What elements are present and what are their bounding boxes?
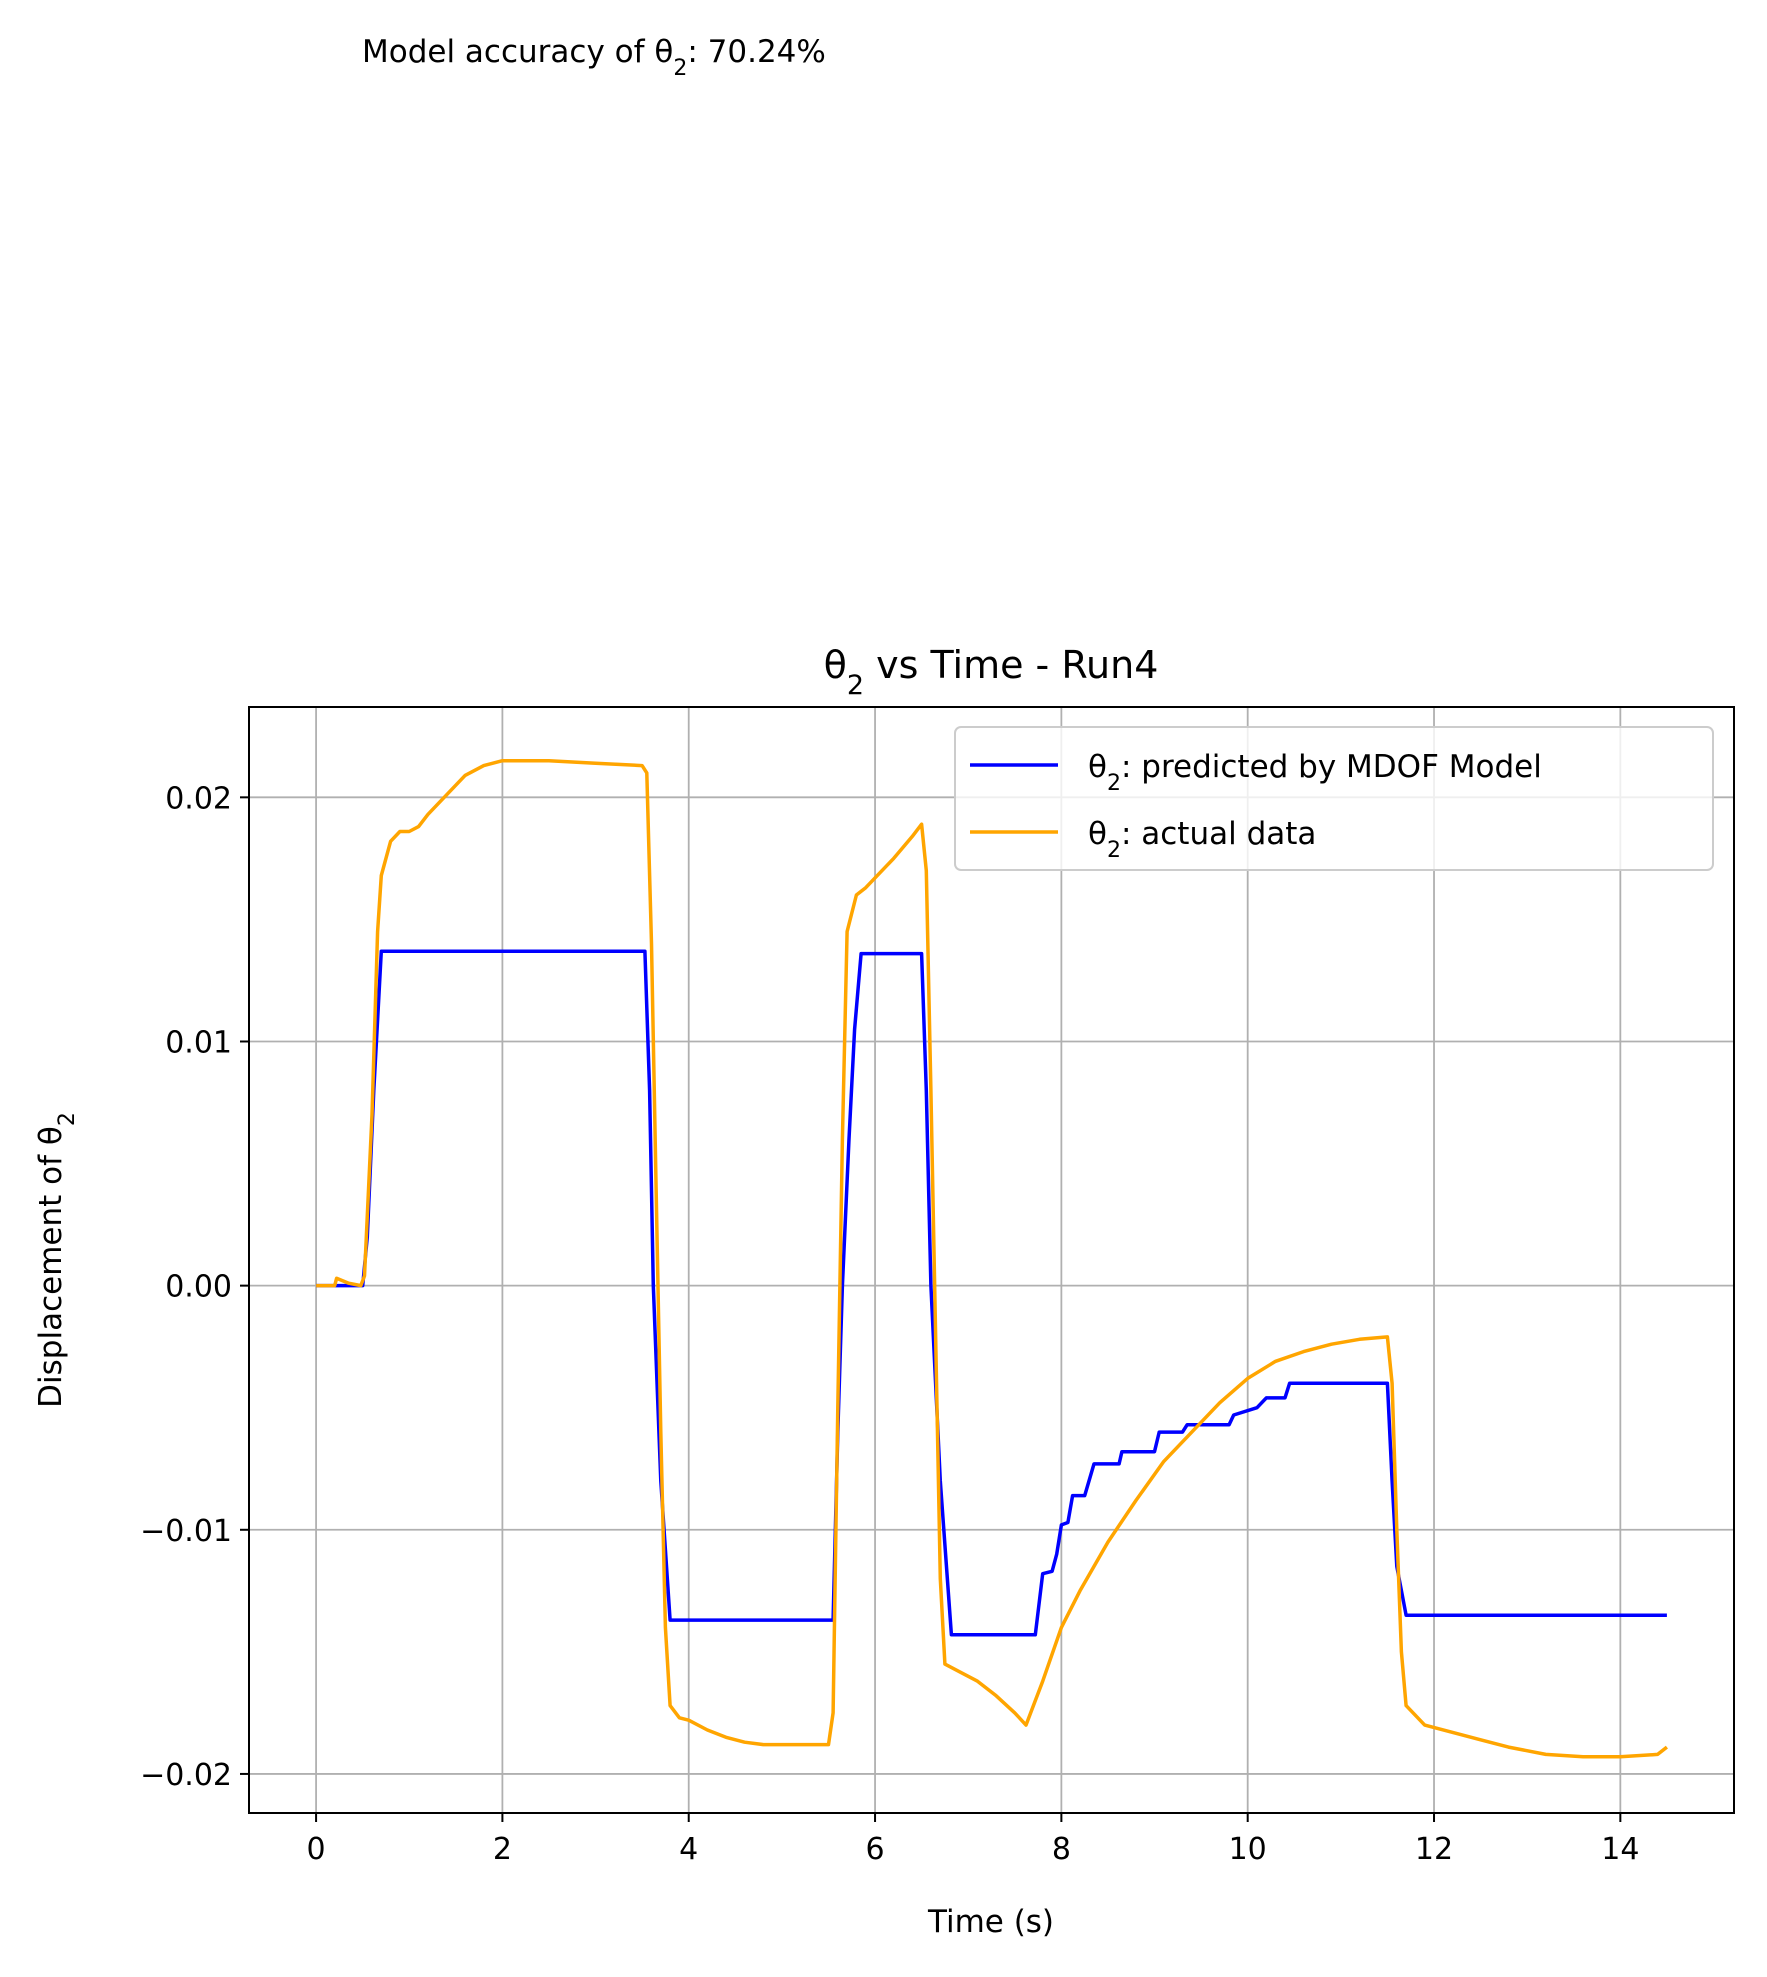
y-tick-label: 0.01 bbox=[165, 1025, 232, 1060]
grid bbox=[249, 707, 1734, 1813]
legend-box bbox=[954, 726, 1714, 871]
y-tick-label: −0.01 bbox=[140, 1514, 232, 1549]
x-tick-label: 6 bbox=[866, 1832, 885, 1867]
legend-0-sub: 2 bbox=[1107, 771, 1121, 796]
y-axis-label: Displacement of θ2 bbox=[33, 1112, 80, 1408]
legend-0-prefix: θ bbox=[1088, 749, 1107, 785]
plot-frame bbox=[248, 706, 1735, 1814]
x-tick-label: 8 bbox=[1052, 1832, 1071, 1867]
y-tick-label: −0.02 bbox=[140, 1758, 232, 1793]
legend-1-prefix: θ bbox=[1088, 816, 1107, 852]
x-tick-label: 12 bbox=[1415, 1832, 1453, 1867]
title-suffix: vs Time - Run4 bbox=[864, 643, 1158, 687]
annotation-prefix: Model accuracy of θ bbox=[362, 34, 673, 70]
predicted-series-line bbox=[316, 949, 1667, 1637]
model-accuracy-annotation: Model accuracy of θ2: 70.24% bbox=[362, 34, 826, 81]
legend-1-sub: 2 bbox=[1107, 838, 1121, 863]
title-prefix: θ bbox=[824, 643, 847, 687]
legend-label-actual: θ2: actual data bbox=[1088, 816, 1316, 863]
legend-label-predicted: θ2: predicted by MDOF Model bbox=[1088, 749, 1542, 796]
x-axis-label: Time (s) bbox=[927, 1904, 1054, 1940]
y-tick-label: 0.00 bbox=[165, 1270, 232, 1305]
ylabel-prefix: Displacement of θ bbox=[33, 1126, 69, 1408]
axis-ticks: 0 2 4 6 8 10 12 14 −0.02 −0.01 0.00 0.01 0.02 bbox=[140, 781, 1639, 1867]
annotation-suffix: : 70.24% bbox=[687, 34, 826, 70]
x-tick-label: 0 bbox=[307, 1832, 326, 1867]
series-lines bbox=[316, 758, 1668, 1759]
annotation-sub: 2 bbox=[673, 56, 687, 81]
legend-0-suffix: : predicted by MDOF Model bbox=[1121, 749, 1542, 785]
x-tick-label: 14 bbox=[1601, 1832, 1639, 1867]
y-tick-label: 0.02 bbox=[165, 781, 232, 816]
ylabel-sub: 2 bbox=[55, 1112, 80, 1126]
x-tick-label: 2 bbox=[493, 1832, 512, 1867]
actual-series-line bbox=[316, 758, 1668, 1759]
chart-title: θ2 vs Time - Run4 bbox=[824, 643, 1159, 701]
legend-1-suffix: : actual data bbox=[1121, 816, 1316, 852]
x-tick-label: 10 bbox=[1229, 1832, 1267, 1867]
title-sub: 2 bbox=[847, 670, 864, 701]
legend: θ2: predicted by MDOF Model θ2: actual d… bbox=[954, 726, 1714, 871]
x-tick-label: 4 bbox=[679, 1832, 698, 1867]
